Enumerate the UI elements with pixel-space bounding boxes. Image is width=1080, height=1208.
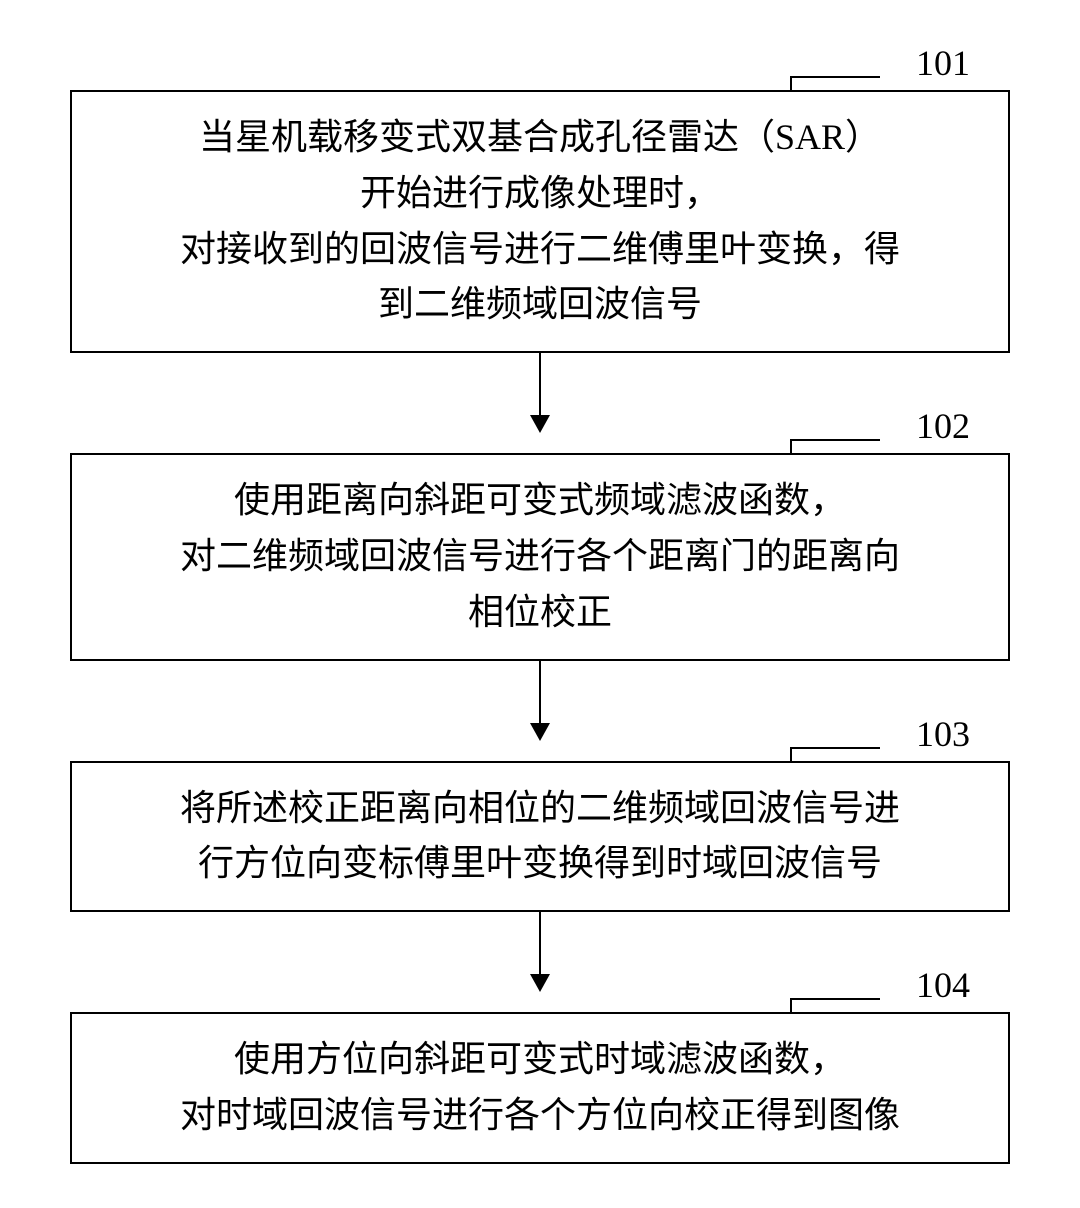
step-104-connector xyxy=(790,998,880,1012)
step-104-wrapper: 104 使用方位向斜距可变式时域滤波函数， 对时域回波信号进行各个方位向校正得到… xyxy=(70,1012,1010,1164)
step-103-connector xyxy=(790,747,880,761)
step-104-line-1: 使用方位向斜距可变式时域滤波函数， xyxy=(100,1032,980,1088)
step-103-wrapper: 103 将所述校正距离向相位的二维频域回波信号进 行方位向变标傅里叶变换得到时域… xyxy=(70,761,1010,913)
step-101-line-1: 当星机载移变式双基合成孔径雷达（SAR） xyxy=(100,110,980,166)
step-102-connector xyxy=(790,439,880,453)
arrow-101-102 xyxy=(530,353,550,443)
step-102-line-3: 相位校正 xyxy=(100,585,980,641)
step-102-wrapper: 102 使用距离向斜距可变式频域滤波函数， 对二维频域回波信号进行各个距离门的距… xyxy=(70,453,1010,660)
step-101-line-3: 对接收到的回波信号进行二维傅里叶变换，得 xyxy=(100,222,980,278)
arrow-103-104 xyxy=(530,912,550,1002)
step-104-label: 104 xyxy=(916,964,970,1006)
arrow-line-icon xyxy=(539,912,541,974)
step-103-box: 将所述校正距离向相位的二维频域回波信号进 行方位向变标傅里叶变换得到时域回波信号 xyxy=(70,761,1010,913)
step-101-line-4: 到二维频域回波信号 xyxy=(100,277,980,333)
arrow-line-icon xyxy=(539,661,541,723)
step-102-box: 使用距离向斜距可变式频域滤波函数， 对二维频域回波信号进行各个距离门的距离向 相… xyxy=(70,453,1010,660)
step-101-connector xyxy=(790,76,880,90)
arrow-down-icon xyxy=(530,415,550,433)
step-104-box: 使用方位向斜距可变式时域滤波函数， 对时域回波信号进行各个方位向校正得到图像 xyxy=(70,1012,1010,1164)
arrow-down-icon xyxy=(530,723,550,741)
step-103-line-2: 行方位向变标傅里叶变换得到时域回波信号 xyxy=(100,836,980,892)
step-104-line-2: 对时域回波信号进行各个方位向校正得到图像 xyxy=(100,1088,980,1144)
step-101-line-2: 开始进行成像处理时， xyxy=(100,166,980,222)
step-101-wrapper: 101 当星机载移变式双基合成孔径雷达（SAR） 开始进行成像处理时， 对接收到… xyxy=(70,90,1010,353)
step-102-line-1: 使用距离向斜距可变式频域滤波函数， xyxy=(100,473,980,529)
step-101-label: 101 xyxy=(916,42,970,84)
step-103-line-1: 将所述校正距离向相位的二维频域回波信号进 xyxy=(100,781,980,837)
arrow-down-icon xyxy=(530,974,550,992)
step-102-label: 102 xyxy=(916,405,970,447)
arrow-102-103 xyxy=(530,661,550,751)
flowchart-container: 101 当星机载移变式双基合成孔径雷达（SAR） 开始进行成像处理时， 对接收到… xyxy=(70,40,1010,1164)
arrow-line-icon xyxy=(539,353,541,415)
step-103-label: 103 xyxy=(916,713,970,755)
step-102-line-2: 对二维频域回波信号进行各个距离门的距离向 xyxy=(100,529,980,585)
step-101-box: 当星机载移变式双基合成孔径雷达（SAR） 开始进行成像处理时， 对接收到的回波信… xyxy=(70,90,1010,353)
